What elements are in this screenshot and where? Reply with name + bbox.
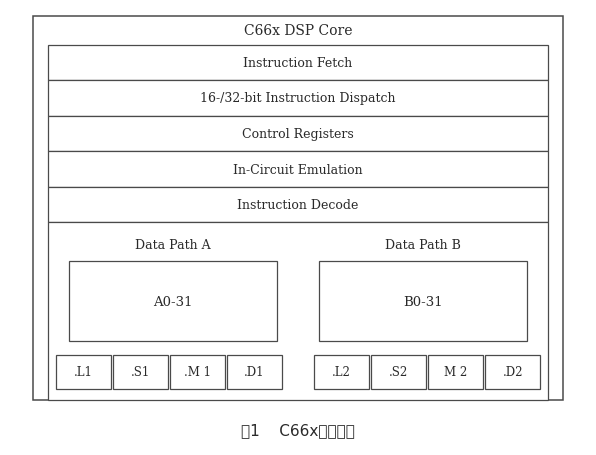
Text: C66x DSP Core: C66x DSP Core [244,25,352,38]
Bar [33,17,563,400]
Text: In-Circuit Emulation: In-Circuit Emulation [233,163,363,176]
Text: Instruction Fetch: Instruction Fetch [243,57,353,70]
Text: B0-31: B0-31 [403,295,443,308]
Text: 图1    C66x内核构架: 图1 C66x内核构架 [241,423,355,437]
Bar [48,187,548,223]
Bar [319,262,527,341]
Bar [56,355,111,389]
Bar [113,355,168,389]
Bar [48,116,548,152]
Text: 16-/32-bit Instruction Dispatch: 16-/32-bit Instruction Dispatch [200,92,396,105]
Bar [485,355,540,389]
Text: Data Path B: Data Path B [385,238,461,251]
Text: .D2: .D2 [502,365,523,379]
Bar [48,81,548,116]
Bar [170,355,225,389]
Bar [227,355,282,389]
Text: .L1: .L1 [74,365,93,379]
Text: M 2: M 2 [444,365,467,379]
Bar [314,355,369,389]
Text: .L2: .L2 [332,365,351,379]
Text: .S2: .S2 [389,365,408,379]
Text: Control Registers: Control Registers [242,128,354,141]
Bar [69,262,277,341]
Text: Instruction Decode: Instruction Decode [237,199,359,212]
Bar [48,152,548,187]
Bar [371,355,426,389]
Bar [48,46,548,81]
Text: .D1: .D1 [244,365,265,379]
Text: Data Path A: Data Path A [135,238,210,251]
Text: A0-31: A0-31 [153,295,193,308]
Bar [428,355,483,389]
Text: .S1: .S1 [131,365,150,379]
Bar [48,223,548,400]
Text: .M 1: .M 1 [184,365,211,379]
